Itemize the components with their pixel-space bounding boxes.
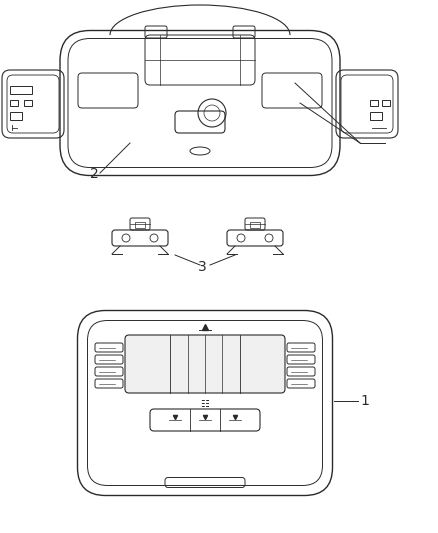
- Text: ☷: ☷: [200, 399, 209, 409]
- FancyBboxPatch shape: [125, 335, 285, 393]
- Bar: [10, 100, 18, 106]
- Bar: [370, 100, 378, 106]
- Bar: [370, 112, 382, 120]
- Text: 1: 1: [360, 394, 369, 408]
- Bar: [135, 222, 145, 228]
- Text: 3: 3: [198, 260, 207, 274]
- Bar: [250, 222, 260, 228]
- Bar: [382, 100, 390, 106]
- Text: 2: 2: [90, 167, 99, 181]
- Bar: [10, 112, 22, 120]
- Bar: [10, 86, 32, 94]
- Bar: [24, 100, 32, 106]
